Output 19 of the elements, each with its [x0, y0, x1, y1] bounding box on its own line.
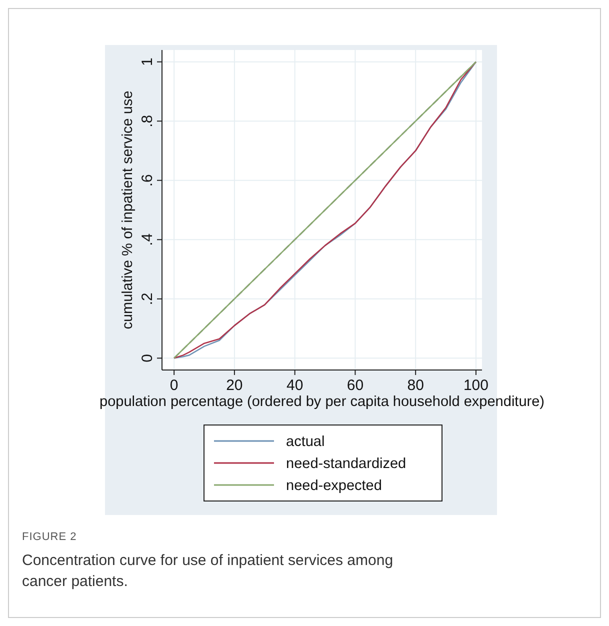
text: Concentration curve for use of inpatient services among cancer patients.: [22, 552, 394, 590]
caption: FIGURE 2: [22, 531, 77, 543]
legend-label: need-expected: [286, 478, 382, 494]
y-tick-label: .2: [139, 292, 156, 306]
x-axis-title: population percentage (ordered by per capita household expenditure): [100, 394, 544, 410]
y-tick-label: .4: [139, 233, 156, 246]
y-tick-label: 0: [139, 354, 156, 362]
x-tick-label: 100: [463, 377, 488, 394]
y-axis-title: cumulative % of inpatient service use: [120, 90, 136, 330]
legend-label: need-standardized: [286, 456, 406, 472]
y-tick-label: .8: [139, 114, 156, 128]
x-tick-label: 60: [346, 377, 364, 394]
x-tick-label: 0: [170, 377, 178, 394]
x-tick-label: 20: [226, 377, 243, 394]
y-tick-label: 1: [139, 58, 156, 66]
x-tick-label: 40: [286, 377, 304, 394]
x-tick-label: 80: [407, 377, 424, 394]
y-tick-label: .6: [139, 174, 156, 187]
legend-label: actual: [286, 434, 325, 450]
